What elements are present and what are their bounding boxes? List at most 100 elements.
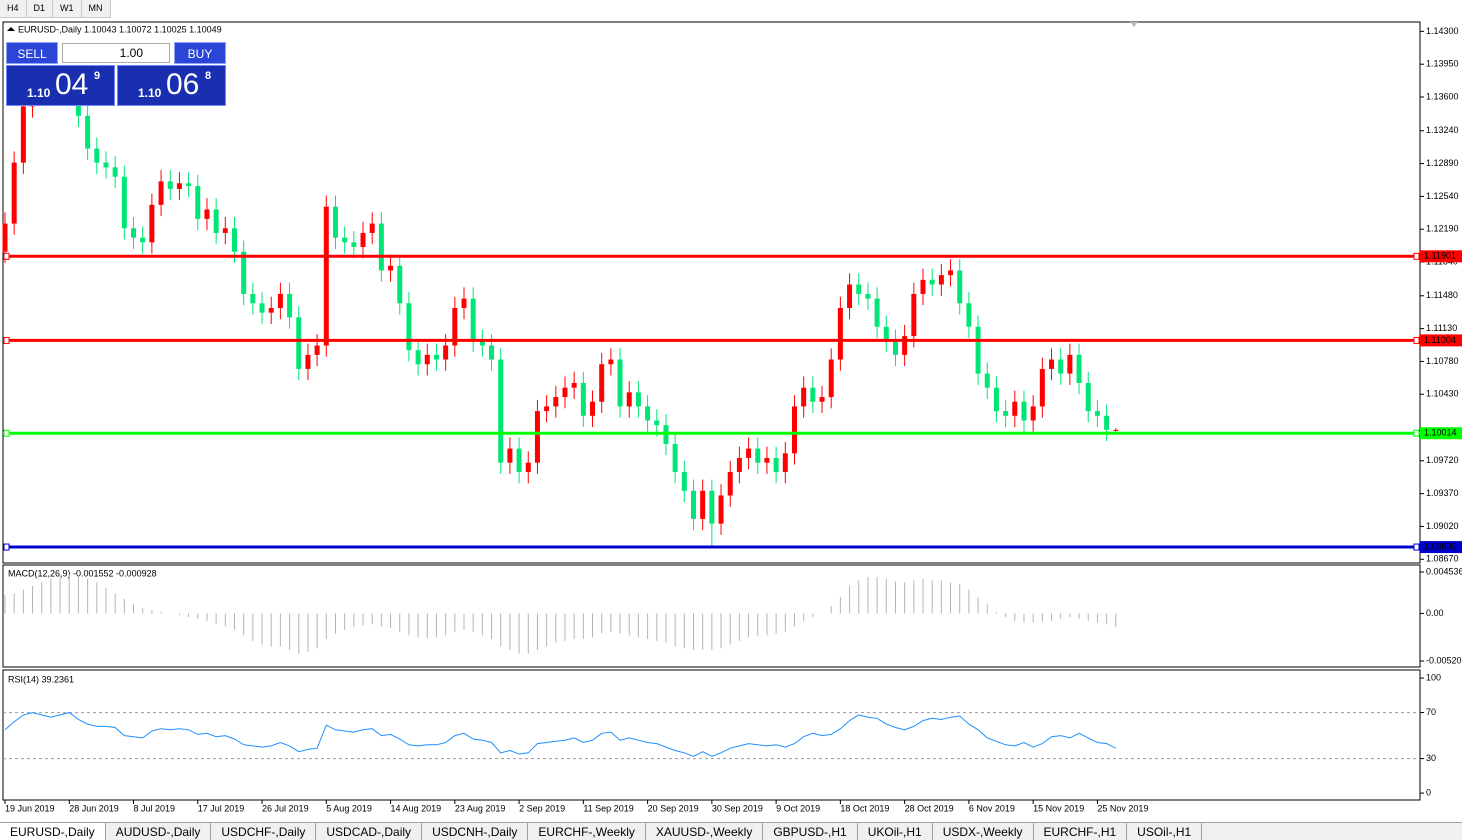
chart-title: EURUSD-,Daily 1.10043 1.10072 1.10025 1.… xyxy=(18,24,222,34)
chart-tab[interactable]: EURCHF-,Weekly xyxy=(528,823,646,840)
candle-body xyxy=(213,209,219,233)
candle-body xyxy=(920,279,926,294)
candle-body xyxy=(635,392,641,407)
candle-body xyxy=(20,106,26,163)
rsi-title: RSI(14) 39.2361 xyxy=(8,674,74,684)
timeframe-button[interactable]: H4 xyxy=(0,0,27,17)
candle-body xyxy=(360,232,366,248)
candle-body xyxy=(1021,401,1027,421)
x-tick-label: 26 Jul 2019 xyxy=(262,803,309,813)
candle-body xyxy=(378,223,384,271)
y-tick-label: 1.09370 xyxy=(1426,488,1459,498)
x-tick-label: 9 Oct 2019 xyxy=(776,803,820,813)
y-tick-label: 1.10430 xyxy=(1426,389,1459,399)
candle-body xyxy=(1012,401,1018,416)
candle-body xyxy=(948,270,954,276)
lots-input[interactable]: 1.00 xyxy=(62,43,170,63)
candle-body xyxy=(1030,406,1036,421)
x-tick-label: 28 Oct 2019 xyxy=(905,803,954,813)
chart-tab[interactable]: USDCNH-,Daily xyxy=(422,823,529,840)
chart-tab[interactable]: UKOil-,H1 xyxy=(858,823,933,840)
level-price-label: 1.10014 xyxy=(1424,428,1457,438)
ask-big: 1.10 xyxy=(138,86,162,100)
candle-body xyxy=(966,303,972,327)
candle-body xyxy=(1094,411,1100,416)
candle-body xyxy=(287,293,293,318)
chart-tabs: EURUSD-,Daily AUDUSD-,Daily USDCHF-,Daily U… xyxy=(0,822,1462,840)
candle-body xyxy=(415,350,421,365)
y-tick-label: 0 xyxy=(1426,787,1431,797)
bid-pips: 04 xyxy=(55,68,89,101)
chart-tab[interactable]: USOil-,H1 xyxy=(1127,823,1203,840)
x-tick-label: 18 Oct 2019 xyxy=(840,803,889,813)
candle-body xyxy=(149,204,155,243)
y-tick-label: 1.13600 xyxy=(1426,91,1459,101)
y-tick-label: 1.14300 xyxy=(1426,26,1459,36)
candle-body xyxy=(1067,354,1073,374)
y-tick-label: 1.12890 xyxy=(1426,158,1459,168)
candle-body xyxy=(388,265,394,271)
y-tick-label: 1.12190 xyxy=(1426,224,1459,234)
candle-body xyxy=(746,448,752,458)
ask-price[interactable]: 1.10 06 8 xyxy=(117,65,226,106)
main-pane xyxy=(2,21,1421,564)
buy-button[interactable]: BUY xyxy=(174,42,226,64)
candle-body xyxy=(1113,429,1119,431)
candle-body xyxy=(406,303,412,351)
candle-body xyxy=(553,397,559,407)
chart-tab[interactable]: USDCHF-,Daily xyxy=(211,823,317,840)
candle-body xyxy=(617,359,623,407)
y-tick-label: 0.00 xyxy=(1426,608,1444,618)
candle-body xyxy=(847,284,853,308)
sell-button[interactable]: SELL xyxy=(6,42,58,64)
level-handle xyxy=(1413,543,1420,551)
candle-body xyxy=(332,206,338,238)
x-tick-label: 25 Nov 2019 xyxy=(1097,803,1148,813)
candle-body xyxy=(874,298,880,327)
bid-point: 9 xyxy=(94,70,101,82)
candle-body xyxy=(195,186,201,219)
candle-body xyxy=(892,340,898,355)
x-tick-label: 8 Jul 2019 xyxy=(134,803,176,813)
candle-body xyxy=(691,490,696,519)
candle-body xyxy=(865,293,871,299)
candle-body xyxy=(1058,359,1064,374)
bid-price[interactable]: 1.10 04 9 xyxy=(6,65,115,106)
chart-tab[interactable]: USDX-,Weekly xyxy=(933,823,1034,840)
chart-tab[interactable]: USDCAD-,Daily xyxy=(316,823,423,840)
candle-body xyxy=(810,387,816,402)
candle-body xyxy=(351,242,357,248)
candle-body xyxy=(158,181,164,205)
y-tick-label: 1.11130 xyxy=(1426,323,1457,333)
timeframe-button[interactable]: W1 xyxy=(53,0,82,17)
candle-body xyxy=(11,162,17,224)
chart-tab[interactable]: EURUSD-,Daily xyxy=(0,823,106,840)
y-tick-label: 0.004536 xyxy=(1426,566,1462,576)
candle-body xyxy=(186,183,192,187)
x-tick-label: 30 Sep 2019 xyxy=(712,803,763,813)
timeframe-button[interactable]: MN xyxy=(82,0,111,17)
level-handle xyxy=(1413,336,1420,344)
candle-body xyxy=(241,251,247,294)
candle-body xyxy=(681,472,687,491)
rsi-pane xyxy=(2,669,1421,801)
candle-body xyxy=(645,406,651,421)
candle-body xyxy=(470,298,476,341)
candle-body xyxy=(938,275,944,285)
chart-tab[interactable]: EURCHF-,H1 xyxy=(1034,823,1128,840)
level-price-box xyxy=(1420,250,1462,263)
candle-body xyxy=(534,411,540,463)
level-price-label: 1.11004 xyxy=(1424,335,1456,345)
chart-tab[interactable]: GBPUSD-,H1 xyxy=(763,823,858,840)
y-tick-label: 70 xyxy=(1426,707,1436,717)
y-tick-label: 100 xyxy=(1426,672,1441,682)
chart-tab[interactable]: XAUUSD-,Weekly xyxy=(646,823,764,840)
chart-tab[interactable]: AUDUSD-,Daily xyxy=(106,823,212,840)
candle-body xyxy=(250,293,256,304)
x-tick-label: 19 Jun 2019 xyxy=(5,803,55,813)
candle-body xyxy=(856,284,862,294)
y-tick-label: -0.005205 xyxy=(1426,655,1462,665)
timeframe-button[interactable]: D1 xyxy=(27,0,54,17)
level-handle xyxy=(3,336,10,344)
